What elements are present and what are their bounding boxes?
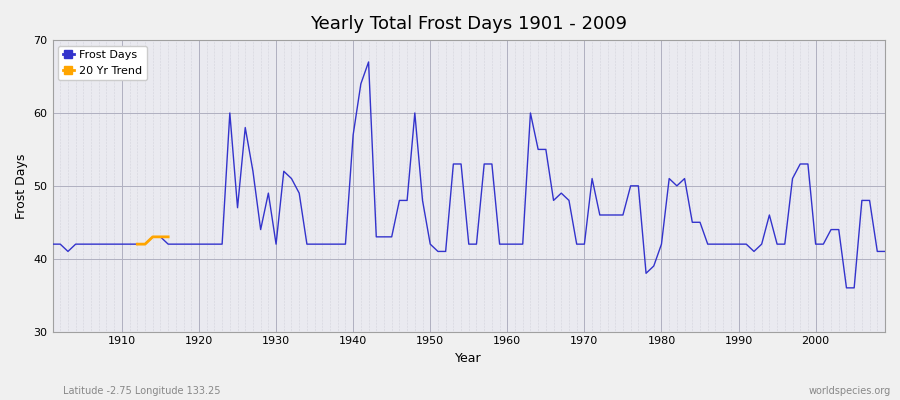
X-axis label: Year: Year xyxy=(455,352,482,365)
Frost Days xyxy=(502,242,513,246)
20 Yr Trend xyxy=(132,242,143,246)
20 Yr Trend xyxy=(155,234,166,239)
Text: Latitude -2.75 Longitude 133.25: Latitude -2.75 Longitude 133.25 xyxy=(63,386,220,396)
Frost Days xyxy=(509,242,520,246)
Frost Days xyxy=(842,286,852,290)
Frost Days xyxy=(879,249,890,254)
Frost Days xyxy=(278,169,289,174)
Legend: Frost Days, 20 Yr Trend: Frost Days, 20 Yr Trend xyxy=(58,46,147,80)
Line: 20 Yr Trend: 20 Yr Trend xyxy=(138,237,168,244)
Frost Days xyxy=(325,242,336,246)
Title: Yearly Total Frost Days 1901 - 2009: Yearly Total Frost Days 1901 - 2009 xyxy=(310,15,627,33)
Y-axis label: Frost Days: Frost Days xyxy=(15,153,28,218)
20 Yr Trend xyxy=(148,234,158,239)
Frost Days xyxy=(602,212,613,217)
Frost Days xyxy=(47,242,58,246)
20 Yr Trend xyxy=(163,234,174,239)
Text: worldspecies.org: worldspecies.org xyxy=(809,386,891,396)
Frost Days xyxy=(109,242,120,246)
Frost Days xyxy=(364,60,374,64)
20 Yr Trend xyxy=(140,242,150,246)
Line: Frost Days: Frost Days xyxy=(52,62,885,288)
